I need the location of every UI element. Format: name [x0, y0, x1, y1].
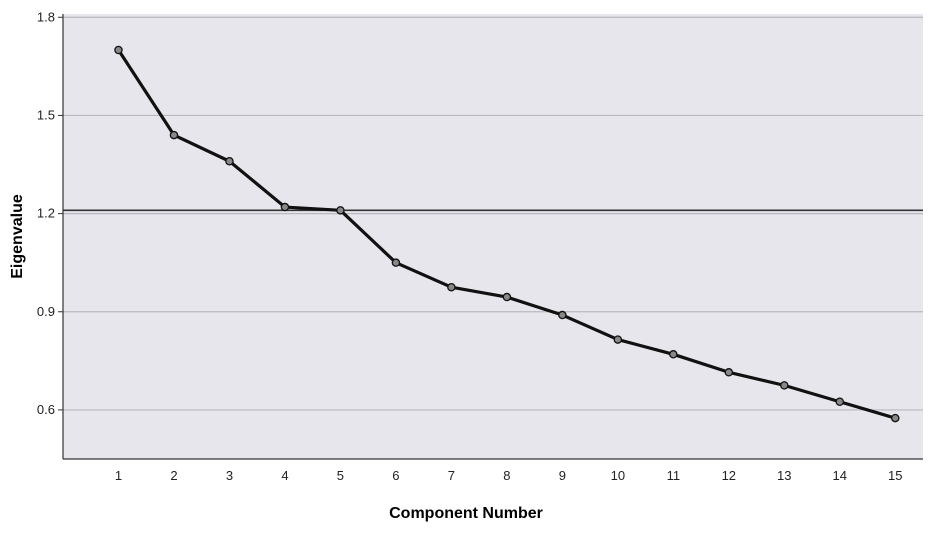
- gridlines: [58, 16, 923, 411]
- x-tick-label-10: 11: [667, 468, 681, 483]
- data-point-13: [780, 381, 789, 390]
- axes: [62, 14, 923, 460]
- data-point-2: [169, 130, 179, 140]
- x-tick-label-9: 10: [611, 468, 625, 483]
- data-point-7: [447, 282, 456, 292]
- data-point-1: [114, 45, 123, 55]
- x-tick-label-5: 6: [392, 468, 399, 483]
- data-point-14: [835, 397, 845, 406]
- data-point-9: [558, 310, 567, 320]
- data-point-12: [724, 368, 734, 377]
- x-tick-label-0: 1: [115, 468, 122, 483]
- y-tick-label-0: 0.6: [37, 402, 55, 417]
- x-tick-label-14: 15: [888, 468, 902, 483]
- x-tick-label-6: 7: [448, 468, 455, 483]
- x-axis-title: Component Number: [389, 505, 543, 522]
- y-axis-title: Eigenvalue: [9, 194, 26, 279]
- data-point-8: [502, 292, 512, 302]
- x-tick-label-7: 8: [503, 468, 510, 483]
- y-tick-label-2: 1.2: [37, 206, 55, 221]
- x-tick-label-11: 12: [722, 468, 736, 483]
- tick-labels: 0.60.91.21.51.81 2 3 4 5 6 7 8 9 10 11 12 13 14 15: [37, 9, 903, 483]
- x-tick-label-8: 9: [559, 468, 566, 483]
- data-point-11: [669, 350, 678, 359]
- y-tick-label-4: 1.8: [37, 9, 55, 24]
- data-points: [114, 45, 900, 423]
- data-point-6: [391, 258, 401, 267]
- x-tick-label-4: 5: [337, 468, 344, 483]
- data-point-10: [613, 335, 623, 344]
- y-tick-label-3: 1.5: [37, 107, 55, 122]
- y-tick-label-1: 0.9: [37, 304, 55, 319]
- x-tick-label-12: 13: [777, 468, 791, 483]
- x-tick-label-2: 3: [226, 468, 233, 483]
- data-point-4: [280, 202, 290, 212]
- data-point-15: [891, 413, 900, 423]
- data-point-5: [336, 206, 345, 215]
- x-tick-label-3: 4: [281, 468, 288, 483]
- data-point-3: [225, 156, 234, 166]
- x-tick-label-1: 2: [170, 468, 177, 483]
- x-tick-label-13: 14: [833, 468, 847, 483]
- plot-area: [63, 14, 923, 459]
